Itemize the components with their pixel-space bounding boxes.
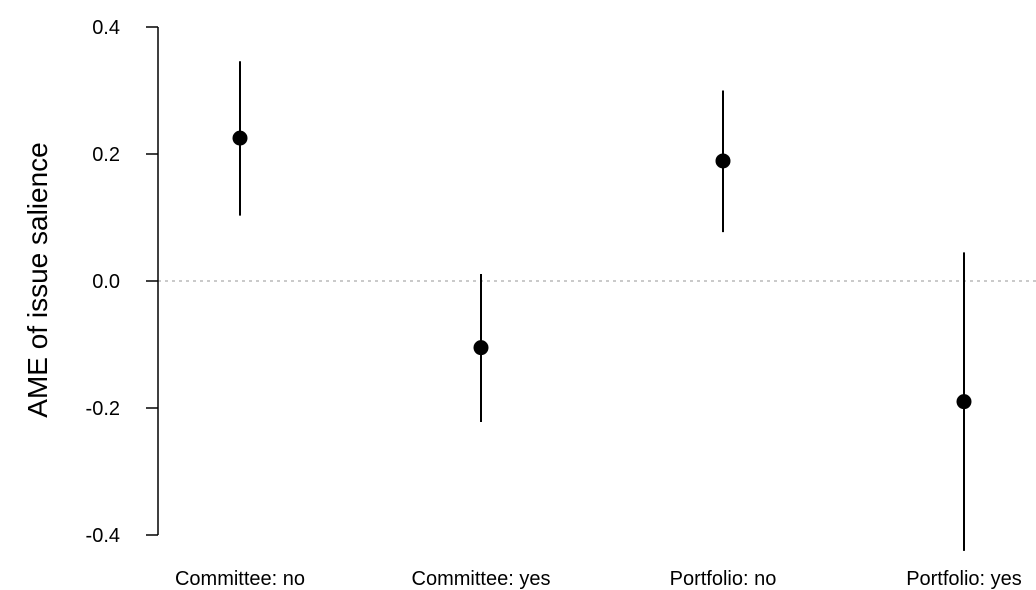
y-tick-label: -0.2 xyxy=(86,398,120,420)
point-estimate xyxy=(473,340,489,356)
x-category-label: Committee: no xyxy=(175,568,305,590)
x-category-label: Portfolio: yes xyxy=(906,568,1022,590)
y-tick-label: -0.4 xyxy=(86,525,120,547)
x-axis: Committee: no Committee: yes Portfolio: no… xyxy=(175,568,1022,590)
estimate-group xyxy=(232,61,248,216)
point-estimate xyxy=(956,394,972,410)
estimate-group xyxy=(715,90,731,233)
y-tick-label: 0.0 xyxy=(92,271,120,293)
y-axis: -0.4 -0.2 0.0 0.2 0.4 xyxy=(86,17,159,547)
estimate-group xyxy=(473,274,489,422)
estimate-group xyxy=(956,252,972,551)
point-estimate xyxy=(232,130,248,146)
x-category-label: Portfolio: no xyxy=(670,568,777,590)
x-category-label: Committee: yes xyxy=(412,568,551,590)
data-marks xyxy=(232,61,972,551)
y-axis-title: AME of issue salience xyxy=(22,142,53,417)
y-tick-label: 0.2 xyxy=(92,144,120,166)
point-estimate xyxy=(715,153,731,169)
y-tick-label: 0.4 xyxy=(92,17,120,39)
